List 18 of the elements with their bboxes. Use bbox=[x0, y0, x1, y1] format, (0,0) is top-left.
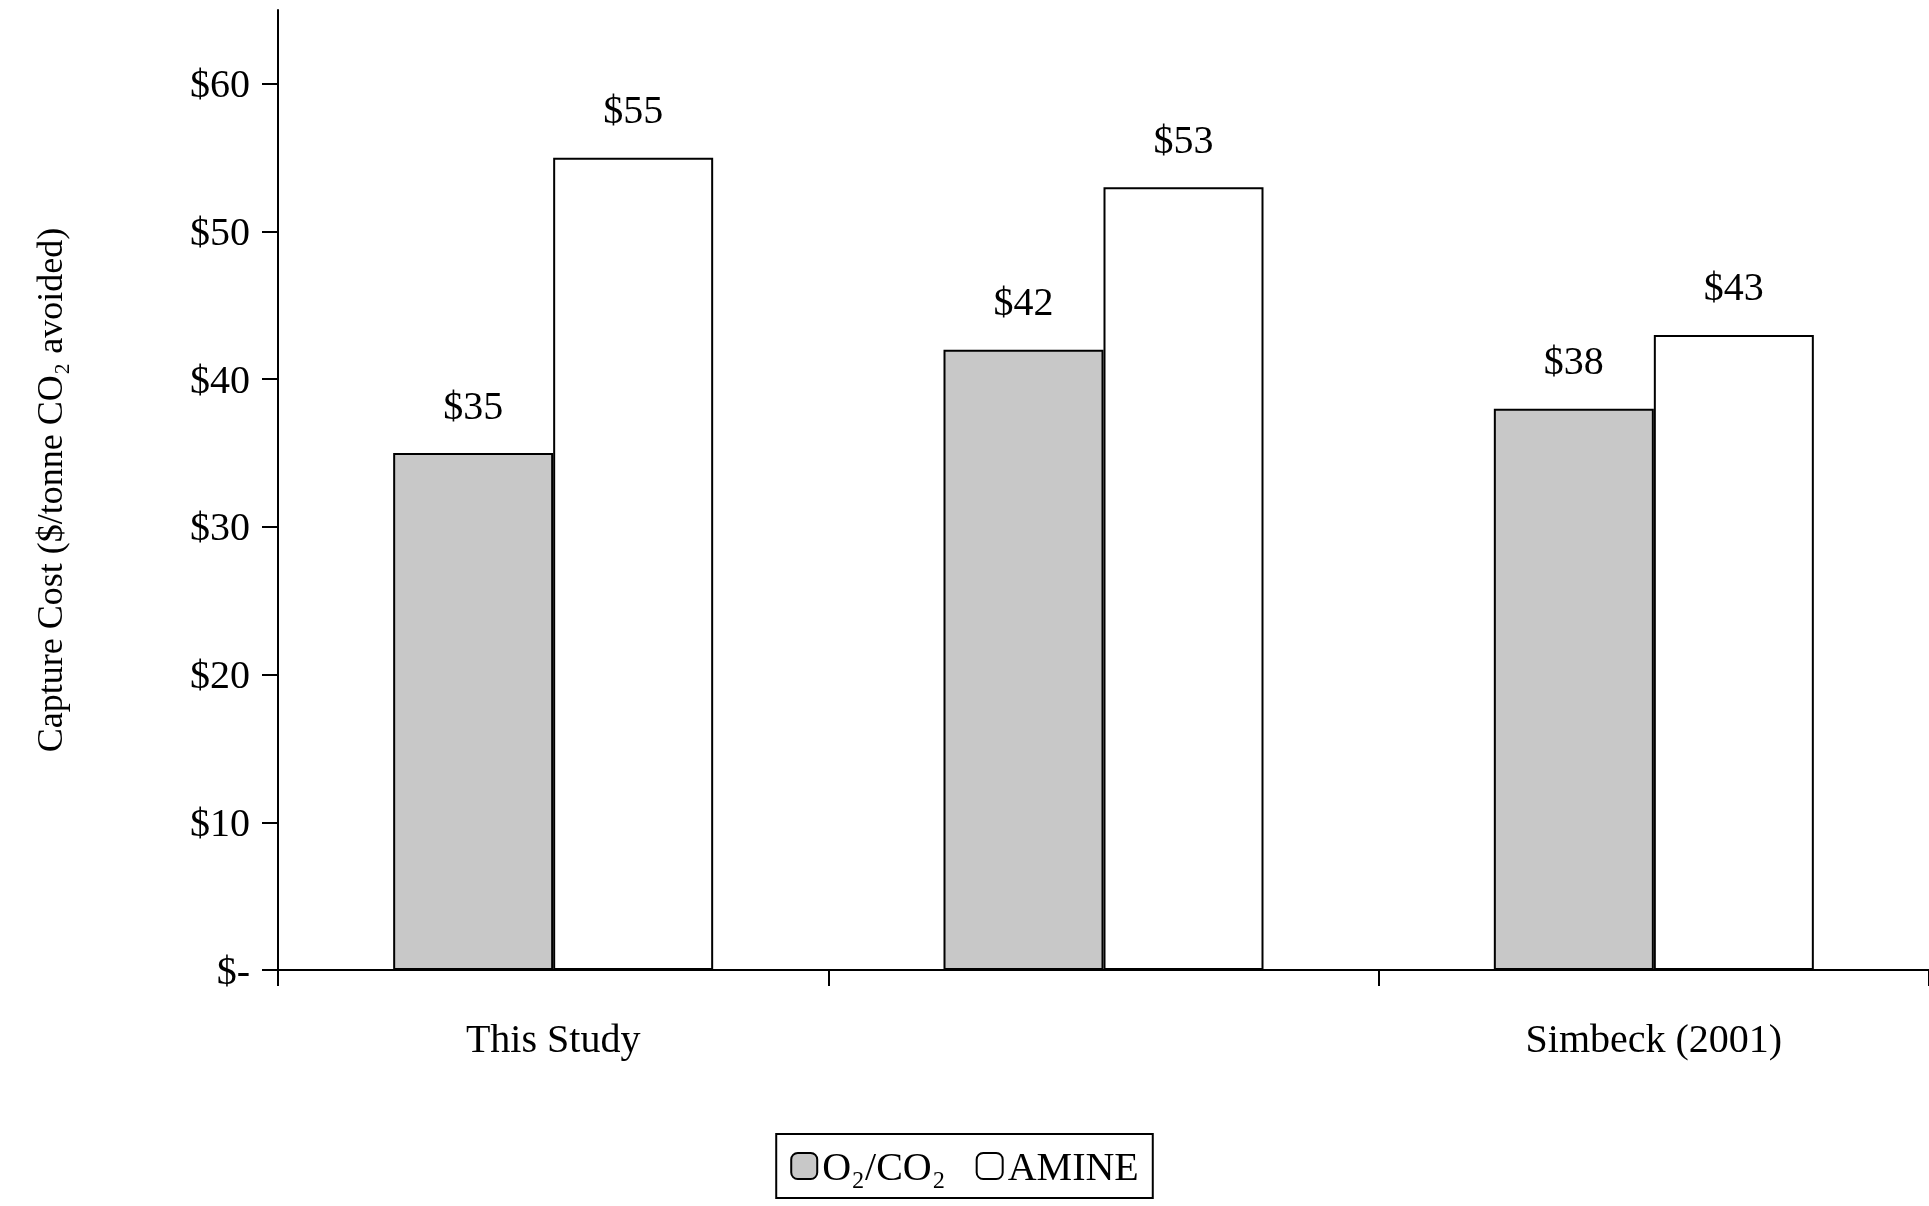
data-label: $35 bbox=[443, 382, 504, 428]
y-tick-label: $20 bbox=[190, 652, 250, 698]
y-tick-label: $- bbox=[216, 947, 250, 993]
data-label: $55 bbox=[603, 87, 664, 133]
y-tick-label: $60 bbox=[190, 61, 250, 107]
data-label: $42 bbox=[993, 279, 1054, 325]
y-tick-label: $50 bbox=[190, 209, 250, 255]
legend-label: AMINE bbox=[1007, 1143, 1139, 1189]
y-tick-label: $10 bbox=[190, 799, 250, 845]
data-label: $43 bbox=[1703, 264, 1764, 310]
legend-label: O₂/CO₂ bbox=[822, 1143, 946, 1189]
data-label: $53 bbox=[1153, 116, 1214, 162]
x-tick-label: Simbeck (2001) bbox=[1525, 1015, 1783, 1061]
x-tick-label: This Study bbox=[465, 1015, 641, 1061]
data-label: $38 bbox=[1543, 338, 1604, 384]
y-tick-label: $30 bbox=[190, 504, 250, 550]
y-axis-title: Capture Cost ($/tonne CO₂ avoided) bbox=[30, 227, 70, 753]
y-tick-label: $40 bbox=[190, 356, 250, 402]
